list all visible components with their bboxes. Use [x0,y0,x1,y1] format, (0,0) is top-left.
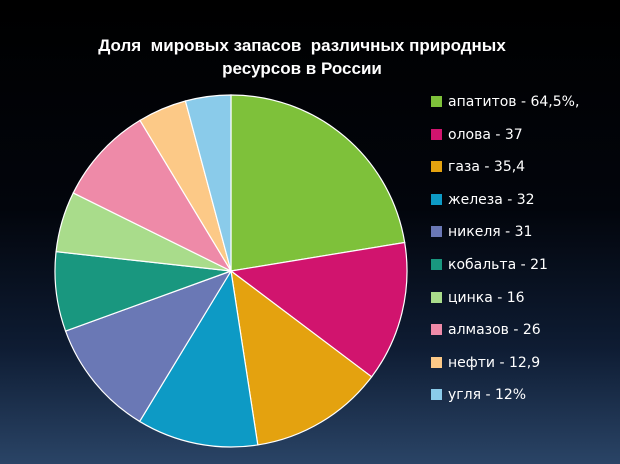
legend-label-4: никеля - 31 [448,224,533,241]
legend-label-8: нефти - 12,9 [448,354,541,371]
pie-slice-9 [184,94,232,272]
legend-label-1: олова - 37 [448,126,523,143]
legend-swatch-8 [431,356,442,368]
pie-slice-2 [230,269,373,446]
pie-slice-1 [229,241,408,378]
legend-swatch-0 [431,96,442,107]
legend-label-2: газа - 35,4 [448,159,526,176]
legend-swatch-3 [431,193,442,205]
chart-title: Доля мировых запасов различных природных… [92,34,512,80]
legend-swatch-6 [431,291,442,303]
legend-swatch-1 [431,128,442,140]
legend-swatch-4 [431,226,442,238]
legend-label-7: алмазов - 26 [448,322,541,339]
legend-label-0: апатитов - 64,5%, [448,94,580,110]
chart-title-line-1: Доля мировых запасов различных природных [98,36,506,55]
legend-label-9: угля - 12% [448,387,527,404]
legend-label-6: цинка - 16 [448,289,525,306]
pie-slice-3 [138,269,259,448]
legend-swatch-5 [431,259,442,270]
legend-label-5: кобальта - 21 [448,257,548,273]
legend-swatch-2 [431,161,442,173]
legend-label-3: железа - 32 [448,191,535,208]
legend-swatch-9 [431,389,442,401]
pie-slice-7 [72,119,233,273]
legend-swatch-7 [431,324,442,336]
chart-title-line-2: ресурсов в России [222,59,382,78]
pie-slice-0 [230,94,406,272]
pie-slice-4 [64,269,233,423]
